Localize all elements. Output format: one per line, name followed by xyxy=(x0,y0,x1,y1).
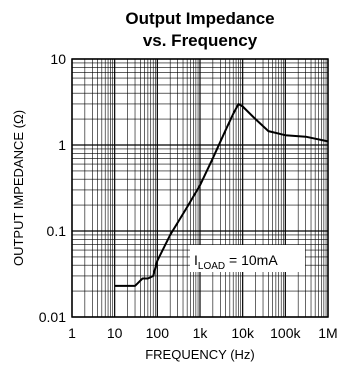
x-tick-label: 10k xyxy=(231,325,255,341)
y-tick-label: 1 xyxy=(58,137,66,153)
annotation-suffix: = 10mA xyxy=(225,252,278,268)
x-axis-label: FREQUENCY (Hz) xyxy=(145,347,255,362)
x-tick-label: 100k xyxy=(270,325,301,341)
x-tick-label: 1k xyxy=(193,325,209,341)
chart-title-line-2: vs. Frequency xyxy=(143,31,258,50)
y-tick-labels: 0.01 0.1 1 10 xyxy=(39,51,66,325)
impedance-series-line xyxy=(114,103,329,287)
x-tick-label: 10 xyxy=(107,325,123,341)
load-current-annotation: ILOAD = 10mA xyxy=(194,252,278,272)
x-tick-label: 1 xyxy=(68,325,76,341)
annotation-box xyxy=(190,245,305,272)
x-tick-label: 100 xyxy=(146,325,170,341)
y-tick-label: 0.1 xyxy=(47,223,67,239)
chart-title-line-1: Output Impedance xyxy=(125,9,274,28)
annotation-prefix: I xyxy=(194,252,198,268)
plot-frame xyxy=(71,58,329,318)
annotation-subscript: LOAD xyxy=(198,261,225,272)
x-tick-label: 1M xyxy=(318,325,337,341)
x-tick-labels: 1 10 100 1k 10k 100k 1M xyxy=(68,325,338,341)
y-tick-label: 10 xyxy=(50,51,66,67)
y-tick-label: 0.01 xyxy=(39,309,66,325)
y-axis-label: OUTPUT IMPEDANCE (Ω) xyxy=(11,110,26,266)
